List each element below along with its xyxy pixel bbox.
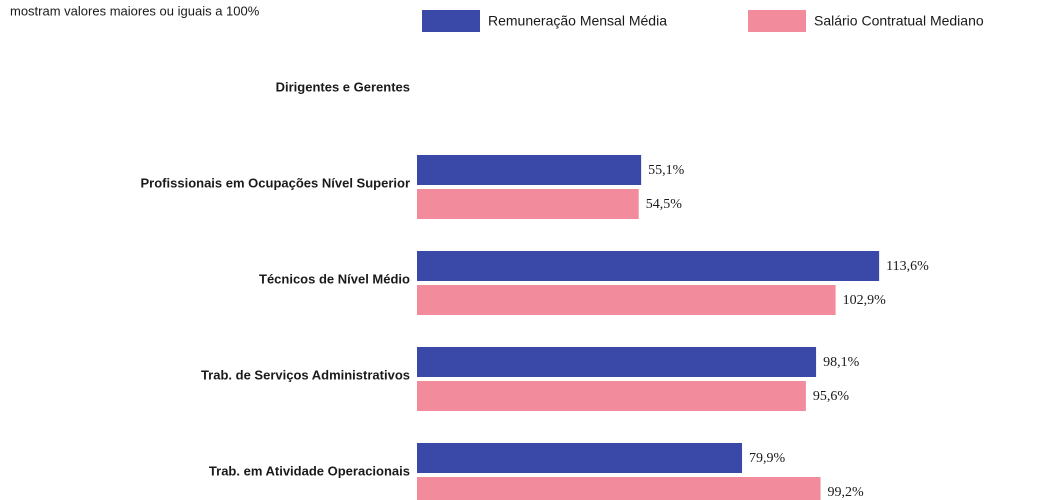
bar (417, 443, 743, 473)
bar (417, 155, 642, 185)
bar (417, 347, 817, 377)
value-label: 102,9% (843, 293, 887, 308)
category-label: Técnicos de Nível Médio (259, 271, 410, 286)
value-label: 54,5% (646, 197, 683, 212)
category-label: Trab. em Atividade Operacionais (209, 463, 410, 478)
value-label: 95,6% (813, 389, 850, 404)
legend-label: Remuneração Mensal Média (488, 13, 667, 29)
legend-swatch (422, 10, 480, 32)
bar (417, 251, 880, 281)
legend-label: Salário Contratual Mediano (814, 13, 984, 29)
category-label: Trab. de Serviços Administrativos (201, 367, 410, 382)
value-label: 55,1% (648, 163, 685, 178)
category-label: Dirigentes e Gerentes (276, 79, 410, 94)
value-label: 98,1% (823, 355, 860, 370)
bar (417, 189, 639, 219)
bar (417, 381, 806, 411)
bar (417, 285, 836, 315)
bar (417, 477, 821, 500)
category-label: Profissionais em Ocupações Nível Superio… (141, 175, 410, 190)
value-label: 79,9% (749, 451, 786, 466)
legend-swatch (748, 10, 806, 32)
chart-subtitle: mostram valores maiores ou iguais a 100% (10, 3, 260, 18)
value-label: 99,2% (828, 485, 865, 500)
value-label: 113,6% (886, 259, 929, 274)
